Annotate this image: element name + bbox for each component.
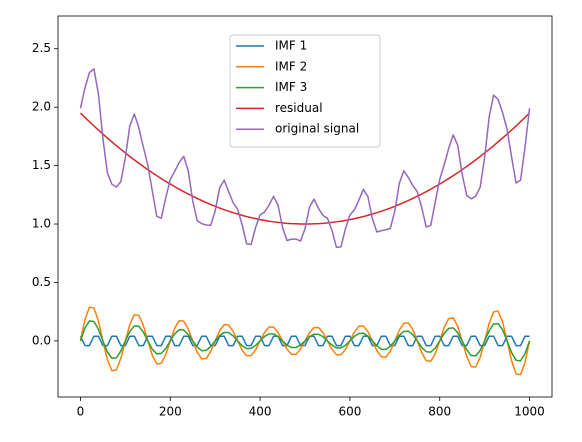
x-tick-label: 400: [249, 405, 272, 419]
x-tick-label: 1000: [514, 405, 545, 419]
legend-box: [229, 34, 381, 148]
y-tick-label: 1.0: [32, 217, 51, 231]
series-line: [79, 335, 530, 347]
legend-label: residual: [275, 101, 323, 115]
x-tick-label: 200: [159, 405, 182, 419]
y-tick-label: 2.0: [32, 100, 51, 114]
legend-label: IMF 1: [275, 39, 307, 53]
x-tick-label: 0: [77, 405, 85, 419]
y-tick-label: 0.5: [32, 275, 51, 289]
y-tick-label: 1.5: [32, 158, 51, 172]
axes-frame: [57, 15, 553, 398]
series-line: [79, 320, 531, 362]
x-tick-label: 600: [338, 405, 361, 419]
legend: IMF 1 IMF 2 IMF 3 residual original signal: [229, 34, 381, 148]
y-tick-label: 0.0: [32, 333, 51, 347]
y-tick-label: 2.5: [32, 41, 51, 55]
series-line: [79, 112, 531, 225]
x-tick-label: 800: [428, 405, 451, 419]
legend-label: IMF 2: [275, 59, 307, 73]
legend-label: IMF 3: [275, 80, 307, 94]
series-line: [79, 68, 531, 249]
legend-label: original signal: [275, 122, 359, 136]
